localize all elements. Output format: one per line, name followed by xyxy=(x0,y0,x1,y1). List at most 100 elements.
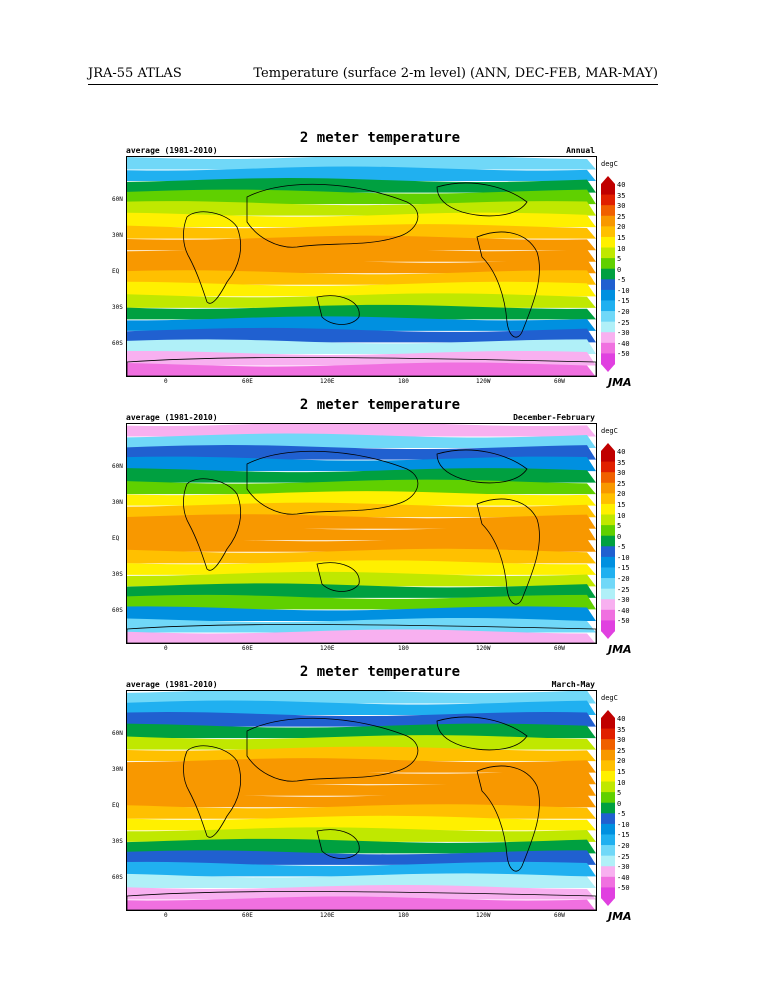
temperature-band xyxy=(127,537,596,552)
colorbar-tick-label: -25 xyxy=(617,585,630,594)
longitude-label: 0 xyxy=(164,378,168,385)
colorbar-segment xyxy=(601,205,615,217)
temperature-band xyxy=(127,629,596,643)
latitude-label: EQ xyxy=(112,535,120,542)
colorbar-segment xyxy=(601,887,615,899)
colorbar-tick-label: 0 xyxy=(617,265,622,274)
longitude-label: 60E xyxy=(242,912,253,919)
longitude-label: 60E xyxy=(242,378,253,385)
temperature-band xyxy=(127,781,596,796)
colorbar-tick-label: 5 xyxy=(617,522,622,531)
colorbar-tick-label: 40 xyxy=(617,448,626,456)
colorbar-segment xyxy=(601,739,615,751)
temperature-band xyxy=(127,827,596,842)
colorbar-tick-label: -20 xyxy=(617,575,630,584)
colorbar-segment xyxy=(601,567,615,579)
colorbar-segment xyxy=(601,546,615,558)
longitude-label: 120E xyxy=(320,378,335,385)
temperature-band xyxy=(127,571,596,587)
longitude-label: 180 xyxy=(398,645,409,652)
period-label: average (1981-2010) xyxy=(126,146,218,155)
latitude-label: 30S xyxy=(112,571,123,578)
colorbar-tick-label: 10 xyxy=(617,244,626,253)
colorbar-tick-label: 5 xyxy=(617,255,622,264)
temperature-band xyxy=(127,746,596,762)
longitude-label: 180 xyxy=(398,378,409,385)
longitude-label: 120W xyxy=(476,378,491,385)
colorbar-tick-label: 30 xyxy=(617,736,626,745)
colorbar-tick-label: -25 xyxy=(617,852,630,861)
colorbar-tick-label: 15 xyxy=(617,233,626,242)
map-panel: 2 meter temperature average (1981-2010) An… xyxy=(112,130,640,400)
colorbar-segment xyxy=(601,184,615,196)
colorbar xyxy=(601,443,615,639)
colorbar-segment xyxy=(601,258,615,270)
colorbar-tick-label: -15 xyxy=(617,297,630,306)
colorbar-tick-label: 15 xyxy=(617,500,626,509)
coastline xyxy=(436,716,528,751)
coastline xyxy=(183,211,241,304)
colorbar-tick-label: 25 xyxy=(617,479,626,488)
latitude-label: 60S xyxy=(112,607,123,614)
colorbar-tick-label: 10 xyxy=(617,778,626,787)
coastline xyxy=(246,717,419,782)
colorbar-tick-label: -40 xyxy=(617,606,630,615)
coastline xyxy=(436,182,528,217)
temperature-band xyxy=(127,247,596,262)
colorbar-tick-label: -5 xyxy=(617,276,626,285)
colorbar-tick-label: -25 xyxy=(617,318,630,327)
temperature-band xyxy=(127,735,596,750)
temperature-band xyxy=(127,201,596,216)
colorbar-tick-label: -50 xyxy=(617,884,630,893)
latitude-label: 30S xyxy=(112,304,123,311)
temperature-band xyxy=(127,293,596,308)
temperature-band xyxy=(127,804,596,819)
temperature-band xyxy=(127,491,596,506)
temperature-map xyxy=(126,156,597,377)
colorbar-segment xyxy=(601,535,615,547)
colorbar-segment xyxy=(601,482,615,494)
temperature-band xyxy=(127,838,596,854)
panel-title: 2 meter temperature xyxy=(299,397,461,413)
temperature-band xyxy=(127,896,596,910)
temperature-band xyxy=(127,560,596,575)
colorbar-segment xyxy=(601,718,615,730)
colorbar-segment xyxy=(601,845,615,857)
colorbar-tick-label: -15 xyxy=(617,564,630,573)
colorbar-segment xyxy=(601,834,615,846)
colorbar-segment xyxy=(601,461,615,473)
temperature-band xyxy=(127,617,596,633)
colorbar-segment xyxy=(601,588,615,600)
temperature-band xyxy=(127,468,596,483)
temperature-band xyxy=(127,606,596,621)
latitude-label: 60N xyxy=(112,730,123,737)
longitude-label: 0 xyxy=(164,645,168,652)
longitude-label: 180 xyxy=(398,912,409,919)
temperature-band xyxy=(127,178,596,193)
colorbar-segment xyxy=(601,226,615,238)
map-panel: 2 meter temperature average (1981-2010) De… xyxy=(112,397,640,667)
colorbar-tick-label: 35 xyxy=(617,191,626,200)
colorbar-segment xyxy=(601,770,615,783)
temperature-band xyxy=(127,270,596,285)
temperature-band xyxy=(127,424,596,437)
coastline xyxy=(127,357,596,376)
colorbar-tick-label: 20 xyxy=(617,757,626,766)
temperature-band xyxy=(127,362,596,376)
colorbar-segment xyxy=(601,792,615,804)
colorbar-segment xyxy=(601,760,615,772)
colorbar-segment xyxy=(601,578,615,590)
temperature-band xyxy=(127,157,596,170)
longitude-label: 60E xyxy=(242,645,253,652)
colorbar-tick-label: -30 xyxy=(617,863,630,872)
colorbar-segment xyxy=(601,876,615,888)
temperature-band xyxy=(127,548,596,564)
temperature-band xyxy=(127,339,596,354)
map-panel: 2 meter temperature average (1981-2010) Ma… xyxy=(112,664,640,934)
latitude-label: 60S xyxy=(112,874,123,881)
colorbar-unit: degC xyxy=(601,694,618,702)
longitude-label: 120W xyxy=(476,912,491,919)
temperature-band xyxy=(127,525,596,541)
coastline xyxy=(127,624,596,643)
coastline xyxy=(476,231,540,338)
